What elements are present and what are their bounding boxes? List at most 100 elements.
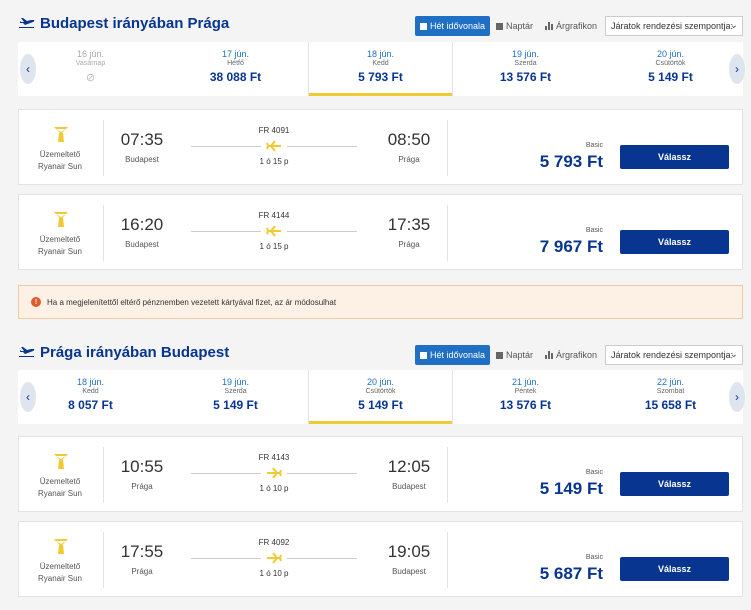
ryanair-logo-icon [54,539,68,554]
select-flight-button[interactable]: Válassz [620,472,729,496]
flight-price: 5 793 Ft [539,152,603,171]
chevron-left-icon[interactable]: ‹ [20,382,36,412]
divider [447,532,448,588]
flight-duration: 1 ó 10 p [259,569,289,578]
date-tab[interactable]: 18 jún. Kedd 8 057 Ft [68,377,113,412]
operator-name: Ryanair Sun [37,162,83,171]
bar-chart-icon [545,22,553,30]
outbound-header: Budapest irányában Prága Hét idővonala N… [0,0,751,42]
flight-price: 5 687 Ft [539,564,603,583]
flight-card: Üzemeltető Ryanair Sun 16:20 Budapest FR … [18,194,743,270]
departure-city: Budapest [125,240,159,249]
arrival-city: Prága [398,240,420,249]
fare-type: Basic [585,227,603,234]
route-line [191,146,261,147]
divider [103,532,104,588]
operator-name: Ryanair Sun [37,247,83,256]
arrival-time: 12:05 [387,457,431,476]
date-tab[interactable]: 20 jún. Csütörtök 5 149 Ft [648,49,693,84]
route-line [287,473,357,474]
select-flight-button[interactable]: Válassz [620,557,729,581]
flight-number: FR 4092 [258,538,290,547]
date-carousel: 16 jún. Vasárnap ⊘ 17 jún. Hétfő 38 088 … [18,42,745,96]
price-chart-button[interactable]: Árgrafikon [545,16,597,36]
sort-select[interactable]: Járatok rendezési szempontja: ⌄ [605,345,743,365]
divider [447,447,448,503]
departure-city: Prága [131,567,153,576]
list-icon [419,22,427,30]
flight-duration: 1 ó 10 p [259,484,289,493]
plane-icon [266,225,281,237]
date-tab[interactable]: 19 jún. Szerda 5 149 Ft [213,377,258,412]
route-title: Prága irányában Budapest [40,344,230,361]
select-flight-button[interactable]: Válassz [620,230,729,254]
flight-price: 5 149 Ft [539,479,603,498]
arrival-city: Budapest [392,482,426,491]
arrival-time: 17:35 [387,215,431,234]
date-tab[interactable]: 21 jún. Péntek 13 576 Ft [499,377,552,412]
ryanair-logo-icon [54,127,68,142]
currency-warning: ! Ha a megjelenítettől eltérő pénznemben… [18,285,743,319]
plane-icon [266,140,281,152]
departure-time: 10:55 [120,457,164,476]
fare-type: Basic [585,142,603,149]
inbound-section: Prága irányában Budapest Hét idővonala N… [0,334,751,597]
route-line [191,473,261,474]
calendar-button[interactable]: Naptár [496,16,533,36]
route-line [287,231,357,232]
flight-price: 7 967 Ft [539,237,603,256]
week-view-button[interactable]: Hét idővonala [415,16,490,36]
flight-card: Üzemeltető Ryanair Sun 07:35 Budapest FR … [18,109,743,185]
chevron-down-icon: ⌄ [729,349,738,360]
departure-city: Prága [131,482,153,491]
route-title: Budapest irányában Prága [40,15,230,32]
date-carousel: 18 jún. Kedd 8 057 Ft 19 jún. Szerda 5 1… [18,370,745,424]
arrival-city: Prága [398,155,420,164]
route-line [191,558,261,559]
calendar-button[interactable]: Naptár [496,345,533,365]
inbound-header: Prága irányában Budapest Hét idővonala N… [0,334,751,376]
fare-type: Basic [585,554,603,561]
list-icon [419,351,427,359]
plane-departure-icon [19,18,35,28]
flight-number: FR 4143 [258,453,290,462]
departure-time: 17:55 [120,542,164,561]
operator-name: Ryanair Sun [37,574,83,583]
plane-icon [267,552,282,564]
route-line [191,231,261,232]
calendar-icon [496,22,503,30]
outbound-section: Budapest irányában Prága Hét idővonala N… [0,0,751,319]
select-flight-button[interactable]: Válassz [620,145,729,169]
ryanair-logo-icon [54,212,68,227]
date-tab-selected[interactable]: 18 jún. Kedd 5 793 Ft [308,42,453,96]
date-tab-selected[interactable]: 20 jún. Csütörtök 5 149 Ft [308,370,453,424]
divider [447,120,448,176]
operator-name: Ryanair Sun [37,489,83,498]
plane-return-icon [19,347,35,357]
chevron-right-icon[interactable]: › [729,382,745,412]
arrival-time: 08:50 [387,130,431,149]
week-view-button[interactable]: Hét idővonala [415,345,490,365]
date-tab[interactable]: 19 jún. Szerda 13 576 Ft [499,49,552,84]
ryanair-logo-icon [54,454,68,469]
departure-city: Budapest [125,155,159,164]
bar-chart-icon [545,351,553,359]
no-flight-icon: ⊘ [85,72,96,84]
chevron-left-icon[interactable]: ‹ [20,54,36,84]
date-tab[interactable]: 17 jún. Hétfő 38 088 Ft [209,49,262,84]
divider [103,447,104,503]
flight-card: Üzemeltető Ryanair Sun 17:55 Prága FR 409… [18,521,743,597]
arrival-time: 19:05 [387,542,431,561]
divider [447,205,448,261]
departure-time: 16:20 [120,215,164,234]
flight-number: FR 4091 [258,126,290,135]
divider [103,205,104,261]
divider [103,120,104,176]
date-tab[interactable]: 22 jún. Szombat 15 658 Ft [644,377,697,412]
chevron-down-icon: ⌄ [729,20,738,31]
flight-number: FR 4144 [258,211,290,220]
sort-select[interactable]: Járatok rendezési szempontja: ⌄ [605,16,743,36]
chevron-right-icon[interactable]: › [729,54,745,84]
price-chart-button[interactable]: Árgrafikon [545,345,597,365]
calendar-icon [496,351,503,359]
